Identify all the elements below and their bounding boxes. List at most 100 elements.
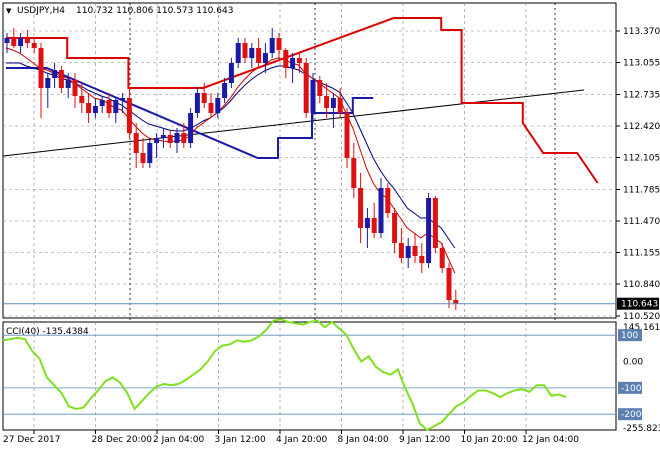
candle-body	[392, 213, 398, 243]
cci-tick-label: 145.1615	[623, 323, 660, 333]
candle-body	[358, 188, 364, 228]
price-tick-label: 113.370	[623, 27, 660, 37]
candle-body	[92, 106, 98, 113]
candle-body	[160, 135, 166, 138]
candle-body	[256, 48, 262, 63]
candle-body	[174, 133, 180, 143]
candle-body	[426, 198, 432, 263]
candle-body	[222, 83, 228, 98]
candle-body	[439, 248, 445, 268]
symbol-label: USDJPY,H4	[17, 6, 65, 16]
candle-body	[324, 96, 330, 108]
candle-body	[208, 103, 214, 113]
cci-level-box	[618, 329, 642, 342]
time-axis: 27 Dec 2017 28 Dec 20:00 2 Jan 04:00 3 Jan …	[3, 430, 579, 445]
candle-body	[242, 43, 248, 58]
current-price-box	[617, 297, 659, 310]
candle-body	[79, 96, 85, 103]
cci-line	[2, 318, 567, 432]
time-tick-label: 4 Jan 20:00	[276, 435, 328, 445]
candle-body	[262, 53, 268, 63]
candle-body	[24, 38, 30, 43]
cci-level-box	[618, 408, 642, 421]
candle-body	[419, 256, 425, 263]
candle-body	[201, 93, 207, 103]
price-tick-label: 110.840	[623, 280, 660, 290]
stop-down-line	[6, 67, 374, 159]
candle-body	[453, 300, 459, 304]
candle-body	[72, 80, 78, 96]
candle-body	[330, 98, 336, 108]
collapse-arrow-icon[interactable]: ▼	[6, 7, 12, 15]
candle-body	[235, 43, 241, 63]
time-tick-label: 9 Jan 12:00	[399, 435, 451, 445]
price-tick-label: 111.470	[623, 217, 660, 227]
cci-level-box	[618, 381, 642, 394]
cci-tick-label: 0.00	[623, 358, 643, 368]
current-price-label: 110.643	[621, 300, 658, 310]
candle-body	[154, 138, 160, 143]
candle-body	[303, 63, 309, 113]
candles	[4, 28, 459, 310]
stop-up-line	[6, 17, 599, 184]
trendline-segment	[2, 89, 585, 157]
candle-body	[215, 98, 221, 113]
candle-body	[378, 188, 384, 233]
candle-body	[58, 70, 64, 88]
candle-body	[344, 113, 350, 158]
candle-body	[283, 50, 289, 68]
candle-body	[310, 80, 316, 113]
time-tick-label: 12 Jan 04:00	[522, 435, 579, 445]
price-tick-label: 112.735	[623, 91, 660, 101]
price-panel[interactable]	[2, 2, 617, 319]
time-tick-label: 8 Jan 04:00	[338, 435, 390, 445]
time-tick-label: 27 Dec 2017	[3, 435, 61, 445]
cci-label: CCI(40) -135.4384	[6, 327, 89, 337]
candle-body	[52, 70, 58, 78]
candle-body	[113, 100, 119, 113]
time-tick-label: 3 Jan 12:00	[215, 435, 267, 445]
candle-body	[446, 268, 452, 300]
candle-body	[249, 48, 255, 58]
candle-body	[317, 80, 323, 96]
stop-lines	[6, 17, 599, 184]
trendline[interactable]	[2, 89, 585, 157]
candle-body	[86, 103, 92, 113]
candle-body	[120, 98, 126, 100]
candle-body	[371, 218, 377, 233]
cci-panel[interactable]	[2, 321, 617, 431]
cci-axis: 145.1615100 0.00 -100 -200 -255.8235	[618, 323, 660, 434]
candle-body	[18, 38, 24, 46]
candle-body	[99, 100, 105, 106]
candle-body	[276, 38, 282, 50]
candle-body	[405, 246, 411, 258]
candle-body	[290, 58, 296, 68]
candle-body	[194, 93, 200, 113]
price-axis: 113.370 113.055 112.735 112.420 112.105 111.7…	[616, 27, 660, 322]
cci-levels	[3, 334, 616, 415]
candle-body	[126, 98, 132, 133]
candle-body	[181, 133, 187, 143]
candle-body	[31, 43, 37, 48]
candle-body	[4, 38, 10, 43]
candle-body	[228, 63, 234, 83]
time-tick-label: 2 Jan 04:00	[153, 435, 205, 445]
candle-body	[412, 246, 418, 256]
candle-body	[337, 98, 343, 113]
candle-body	[398, 243, 404, 258]
ohlc-readout: 110.732 110.806 110.573 110.643	[76, 6, 233, 16]
candle-body	[269, 38, 275, 53]
cci-tick-label: 100	[621, 331, 638, 341]
price-tick-label: 111.155	[623, 249, 660, 259]
candle-body	[296, 58, 302, 63]
cci-tick-label: -255.8235	[623, 424, 660, 434]
candle-body	[133, 133, 139, 153]
cci-grid	[33, 322, 527, 430]
time-tick-label: 28 Dec 20:00	[92, 435, 153, 445]
price-tick-label: 113.055	[623, 59, 660, 69]
candle-body	[351, 158, 357, 188]
candle-body	[38, 48, 44, 88]
candle-body	[364, 218, 370, 228]
price-tick-label: 111.785	[623, 186, 660, 196]
